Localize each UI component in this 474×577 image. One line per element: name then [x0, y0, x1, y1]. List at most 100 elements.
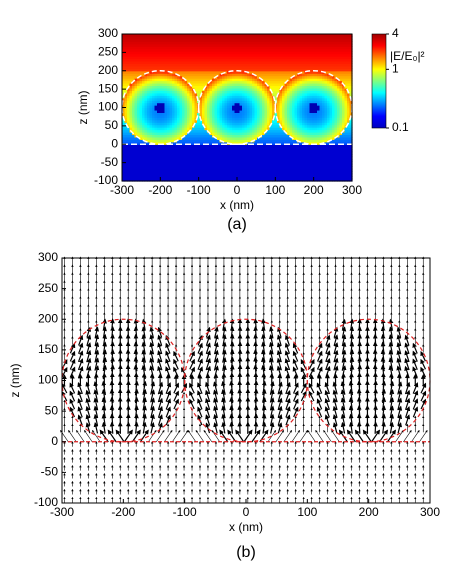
field-cell	[164, 156, 168, 160]
field-cell	[237, 141, 241, 145]
field-cell	[202, 129, 206, 133]
field-cell	[159, 105, 163, 109]
field-cell	[142, 149, 146, 153]
field-cell	[189, 58, 193, 62]
field-cell	[227, 124, 231, 128]
field-cell	[189, 166, 193, 170]
field-cell	[134, 68, 138, 72]
field-cell	[162, 51, 166, 55]
field-cell	[169, 87, 173, 91]
field-cell	[179, 43, 183, 47]
field-cell	[189, 139, 193, 143]
field-cell	[204, 78, 208, 82]
field-cell	[232, 161, 236, 165]
field-cell	[189, 109, 193, 113]
field-cell	[137, 129, 141, 133]
field-cell	[232, 129, 236, 133]
field-cell	[199, 124, 203, 128]
field-cell	[222, 112, 226, 116]
field-cell	[162, 63, 166, 67]
field-cell	[164, 117, 168, 121]
field-cell	[139, 176, 143, 180]
field-cell	[212, 144, 216, 148]
field-cell	[134, 168, 138, 172]
field-cell	[127, 65, 131, 69]
field-cell	[192, 149, 196, 153]
field-cell	[127, 136, 131, 140]
field-cell	[159, 173, 163, 177]
field-cell	[199, 65, 203, 69]
field-cell	[157, 154, 161, 158]
field-cell	[239, 132, 243, 136]
field-cell	[172, 90, 176, 94]
field-cell	[164, 51, 168, 55]
field-cell	[194, 163, 198, 167]
field-cell	[217, 119, 221, 123]
field-cell	[137, 46, 141, 50]
field-cell	[139, 127, 143, 131]
field-cell	[122, 166, 126, 170]
field-cell	[177, 53, 181, 57]
field-cell	[182, 36, 186, 40]
field-cell	[159, 58, 163, 62]
field-cell	[124, 46, 128, 50]
field-cell	[219, 168, 223, 172]
field-cell	[199, 105, 203, 109]
field-cell	[192, 158, 196, 162]
field-cell	[149, 34, 153, 38]
field-cell	[207, 151, 211, 155]
field-cell	[194, 146, 198, 150]
field-cell	[204, 163, 208, 167]
field-cell	[132, 178, 136, 182]
field-cell	[202, 109, 206, 113]
field-cell	[229, 41, 233, 45]
field-cell	[174, 136, 178, 140]
field-cell	[224, 176, 228, 180]
field-cell	[202, 149, 206, 153]
field-cell	[224, 73, 228, 77]
field-cell	[177, 107, 181, 111]
field-cell	[147, 80, 151, 84]
field-cell	[214, 80, 218, 84]
field-cell	[207, 156, 211, 160]
field-cell	[147, 95, 151, 99]
field-cell	[197, 34, 201, 38]
field-cell	[162, 136, 166, 140]
field-cell	[232, 38, 236, 42]
field-cell	[187, 46, 191, 50]
field-cell	[229, 65, 233, 69]
field-cell	[239, 146, 243, 150]
field-cell	[199, 63, 203, 67]
field-cell	[227, 41, 231, 45]
field-cell	[214, 173, 218, 177]
field-cell	[214, 156, 218, 160]
field-cell	[187, 173, 191, 177]
field-cell	[129, 151, 133, 155]
field-cell	[172, 109, 176, 113]
field-cell	[164, 107, 168, 111]
field-cell	[122, 75, 126, 79]
field-cell	[232, 68, 236, 72]
field-cell	[147, 60, 151, 64]
field-cell	[217, 65, 221, 69]
field-cell	[127, 56, 131, 60]
field-cell	[134, 124, 138, 128]
field-cell	[239, 176, 243, 180]
field-cell	[154, 161, 158, 165]
field-cell	[127, 68, 131, 72]
field-cell	[174, 124, 178, 128]
field-cell	[169, 112, 173, 116]
field-cell	[157, 178, 161, 182]
field-cell	[154, 92, 158, 96]
field-cell	[179, 85, 183, 89]
field-cell	[159, 134, 163, 138]
field-cell	[139, 134, 143, 138]
field-cell	[217, 63, 221, 67]
field-cell	[222, 124, 226, 128]
field-cell	[192, 139, 196, 143]
field-cell	[154, 73, 158, 77]
field-cell	[137, 53, 141, 57]
field-cell	[232, 146, 236, 150]
field-cell	[174, 151, 178, 155]
field-cell	[122, 36, 126, 40]
